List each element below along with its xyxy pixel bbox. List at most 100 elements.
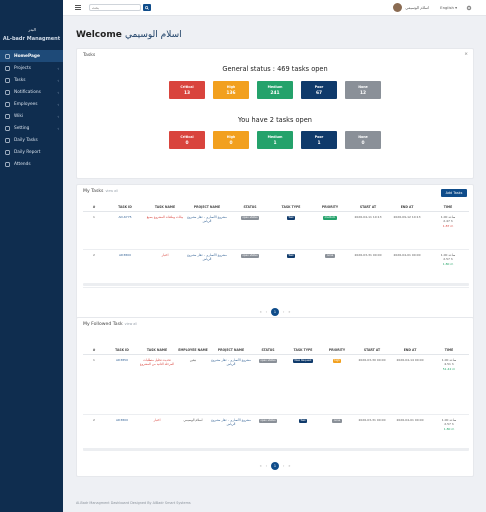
prev-page-icon[interactable]: ‹ [265, 464, 267, 468]
close-icon[interactable]: × [464, 52, 468, 57]
status-box-count: 67 [315, 90, 323, 96]
start-at: 2026-04-11 10:13 [349, 211, 387, 250]
search-input[interactable] [89, 4, 141, 11]
view-all-link[interactable]: view all [124, 322, 138, 326]
priority-badge[interactable]: none [332, 418, 342, 423]
sidebar-item-projects[interactable]: Projects ‹ [0, 62, 63, 74]
sidebar-item-notifications[interactable]: Notifications ‹ [0, 86, 63, 98]
task-type-badge[interactable]: Task [286, 253, 296, 258]
next-page-icon[interactable]: › [283, 310, 285, 314]
status-box-high[interactable]: High 136 [213, 81, 249, 99]
task-name[interactable]: تحديث تحليل متطلبات المرحلة الثانية من ا… [139, 354, 175, 415]
project-name[interactable]: مشروع الأنصاري - عقار مشروع الرياض [185, 249, 229, 288]
task-type-badge[interactable]: Task [286, 215, 296, 220]
table-row[interactable]: 2 AD3800 اختبار مشروع الأنصاري - عقار مشروع… [83, 249, 469, 288]
sidebar-item-tasks[interactable]: Tasks ‹ [0, 74, 63, 86]
avatar[interactable] [393, 3, 403, 12]
status-box-none[interactable]: None 0 [345, 131, 381, 149]
current-page[interactable]: 1 [271, 462, 279, 470]
column-header[interactable]: TASK TYPE [285, 346, 321, 355]
column-header[interactable]: PRIORITY [311, 203, 349, 212]
status: open status [229, 211, 271, 250]
sidebar-item-homepage[interactable]: HomePage [0, 50, 63, 62]
status-badge[interactable]: open status [258, 358, 278, 363]
table-row[interactable]: 2 AD3800 اختبار اسلام الوسيمي مشروع الأنصاري… [83, 414, 469, 449]
column-header[interactable]: PROJECT NAME [185, 203, 229, 212]
table-row[interactable]: 1 AD-6775 بيانات وملفات المشروع بصيغ مشروع … [83, 211, 469, 250]
status-box-critical[interactable]: Critical 0 [169, 131, 205, 149]
priority-badge[interactable]: high [332, 358, 342, 363]
search-button[interactable] [143, 4, 151, 11]
column-header[interactable]: PROJECT NAME [211, 346, 251, 355]
sidebar-item-label: HomePage [14, 53, 40, 59]
status-badge[interactable]: open status [240, 253, 260, 258]
prev-page-icon[interactable]: ‹ [265, 310, 267, 314]
menu-toggle-icon[interactable] [75, 5, 81, 10]
table-row[interactable]: 1 AD3850 تحديث تحليل متطلبات المرحلة الثان… [83, 354, 469, 415]
add-task-button[interactable]: Add Tasks [441, 189, 467, 197]
column-header[interactable]: START AT [349, 203, 387, 212]
first-page-icon[interactable]: « [259, 310, 262, 314]
horizontal-scrollbar[interactable] [83, 448, 469, 451]
task-id[interactable]: AD3800 [105, 414, 139, 449]
task-type-badge[interactable]: New Request [292, 358, 314, 363]
column-header[interactable]: TASK NAME [145, 203, 185, 212]
status-box-medium[interactable]: Medium 1 [257, 131, 293, 149]
task-name[interactable]: اختبار [139, 414, 175, 449]
project-name[interactable]: مشروع الأنصاري - عقار مشروع الرياض [211, 414, 251, 449]
column-header[interactable]: EMPLOYEE NAME [175, 346, 211, 355]
language-select[interactable]: English ▾ [440, 5, 457, 10]
first-page-icon[interactable]: « [259, 464, 262, 468]
column-header[interactable]: STATUS [229, 203, 271, 212]
sidebar-item-daily-tasks[interactable]: Daily Tasks [0, 134, 63, 146]
sidebar-item-setting[interactable]: Setting ‹ [0, 122, 63, 134]
status-box-poor[interactable]: Poor 67 [301, 81, 337, 99]
brand-logo[interactable]: البدر [21, 4, 43, 34]
status-box-poor[interactable]: Poor 1 [301, 131, 337, 149]
column-header[interactable]: # [83, 203, 105, 212]
sidebar-item-daily-report[interactable]: Daily Report [0, 146, 63, 158]
column-header[interactable]: START AT [353, 346, 391, 355]
column-header[interactable]: TIME [427, 203, 469, 212]
horizontal-scrollbar[interactable] [83, 283, 469, 286]
sidebar-item-attends[interactable]: Attends [0, 158, 63, 170]
project-name[interactable]: مشروع الأنصاري - عقار مشروع الرياض [211, 354, 251, 415]
column-header[interactable]: TASK ID [105, 203, 145, 212]
last-page-icon[interactable]: » [288, 310, 291, 314]
sidebar-item-wiki[interactable]: Wiki ‹ [0, 110, 63, 122]
column-header[interactable]: TASK NAME [139, 346, 175, 355]
status-box-critical[interactable]: Critical 13 [169, 81, 205, 99]
calendar-icon [5, 137, 10, 143]
column-header[interactable]: STATUS [251, 346, 285, 355]
column-header[interactable]: END AT [387, 203, 427, 212]
task-name[interactable]: اختبار [145, 249, 185, 288]
column-header[interactable]: PRIORITY [321, 346, 353, 355]
task-id[interactable]: AD-6775 [105, 211, 145, 250]
status-badge[interactable]: open status [258, 418, 278, 423]
gear-icon[interactable] [466, 5, 472, 11]
task-type-badge[interactable]: Task [298, 418, 308, 423]
priority-badge[interactable]: medium [323, 215, 337, 220]
status-badge[interactable]: open status [240, 215, 260, 220]
sidebar-item-employees[interactable]: Employees ‹ [0, 98, 63, 110]
current-page[interactable]: 1 [271, 308, 279, 316]
column-header[interactable]: # [83, 346, 105, 355]
start-at: 2026-03-31 00:00 [349, 249, 387, 288]
task-id[interactable]: AD3800 [105, 249, 145, 288]
task-name[interactable]: بيانات وملفات المشروع بصيغ [145, 211, 185, 250]
column-header[interactable]: TASK TYPE [271, 203, 311, 212]
column-header[interactable]: END AT [391, 346, 429, 355]
priority-badge[interactable]: none [325, 253, 335, 258]
status-box-none[interactable]: None 12 [345, 81, 381, 99]
task-id[interactable]: AD3850 [105, 354, 139, 415]
status-box-medium[interactable]: Medium 241 [257, 81, 293, 99]
last-page-icon[interactable]: » [288, 464, 291, 468]
project-name[interactable]: مشروع الأنصاري - عقار مشروع الرياض [185, 211, 229, 250]
next-page-icon[interactable]: › [283, 464, 285, 468]
status-box-high[interactable]: High 0 [213, 131, 249, 149]
view-all-link[interactable]: view all [105, 189, 118, 193]
column-header[interactable]: TASK ID [105, 346, 139, 355]
column-header[interactable]: TIME [429, 346, 469, 355]
user-name[interactable]: اسلام الوسيمي [405, 5, 430, 10]
end-at-text: 2026-04-01 00:00 [393, 252, 421, 257]
